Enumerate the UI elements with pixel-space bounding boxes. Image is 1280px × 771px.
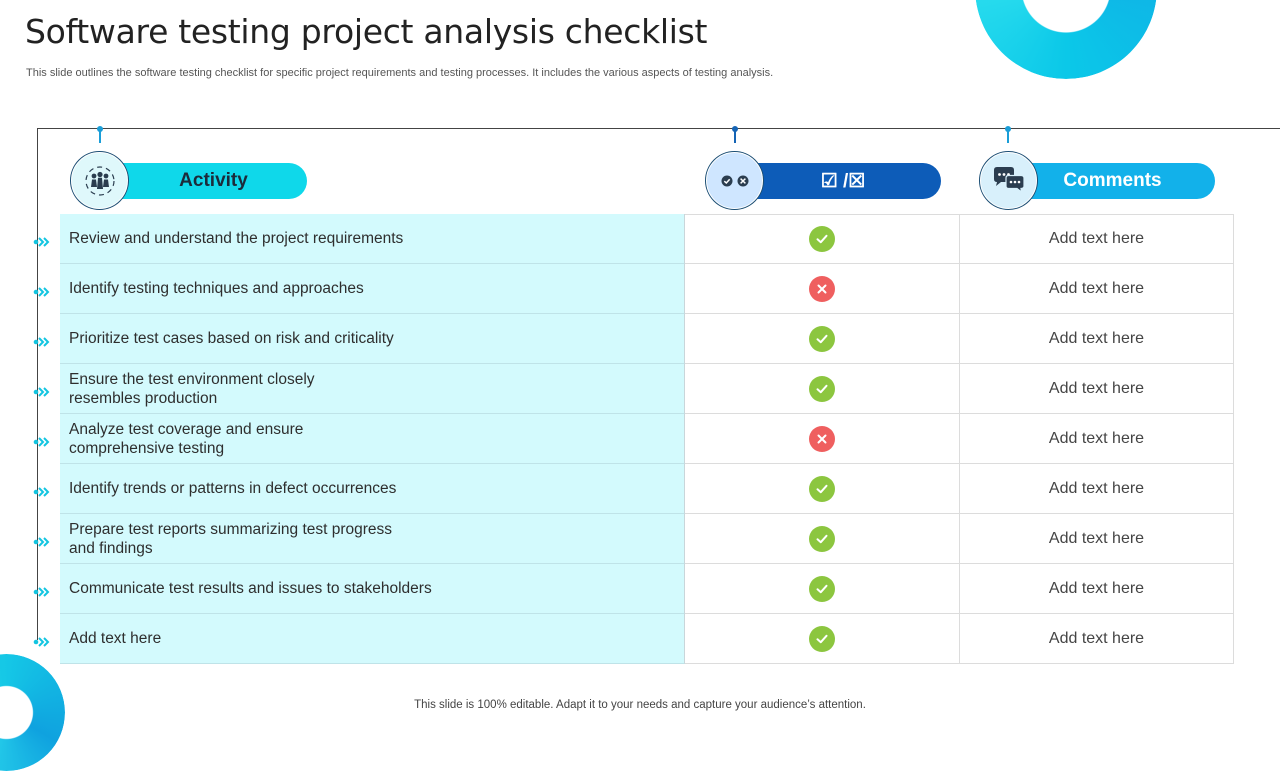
table-row: Review and understand the project requir…	[60, 214, 1234, 264]
status-cell	[685, 614, 960, 664]
status-cell	[685, 464, 960, 514]
status-pin	[732, 126, 738, 143]
row-bullet-arrow-icon	[33, 284, 51, 297]
comment-cell: Add text here	[960, 214, 1234, 264]
row-bullet-arrow-icon	[33, 234, 51, 247]
check-icon	[809, 575, 835, 602]
cross-icon	[809, 425, 835, 452]
check-icon	[809, 226, 835, 252]
status-cell	[685, 564, 960, 614]
table-row: Communicate test results and issues to s…	[60, 564, 1234, 614]
footer-note: This slide is 100% editable. Adapt it to…	[414, 699, 866, 711]
comments-header-label: Comments	[1063, 170, 1162, 191]
activity-pin	[97, 126, 103, 143]
activity-cell: Prioritize test cases based on risk and …	[60, 314, 685, 364]
cross-icon	[809, 275, 835, 302]
comment-cell: Add text here	[960, 314, 1234, 364]
row-bullet-arrow-icon	[33, 334, 51, 347]
row-bullet-arrow-icon	[33, 384, 51, 397]
chat-bubbles-icon	[980, 152, 1037, 209]
check-icon	[809, 325, 835, 352]
table-row: Ensure the test environment closely rese…	[60, 364, 1234, 414]
page-title: Software testing project analysis checkl…	[25, 12, 708, 51]
activity-cell: Add text here	[60, 614, 685, 664]
comment-cell: Add text here	[960, 514, 1234, 564]
activity-header-label: Activity	[179, 170, 248, 191]
activity-cell: Communicate test results and issues to s…	[60, 564, 685, 614]
check-cross-icon	[706, 152, 763, 209]
row-bullet-arrow-icon	[33, 534, 51, 547]
table-row: Identify testing techniques and approach…	[60, 264, 1234, 314]
table-row: Add text here Add text here	[60, 614, 1234, 664]
status-cell	[685, 414, 960, 464]
status-header: ☑ /☒	[735, 163, 941, 199]
status-cell	[685, 264, 960, 314]
table-row: Analyze test coverage and ensure compreh…	[60, 414, 1234, 464]
team-people-icon	[71, 152, 128, 209]
check-icon	[809, 375, 835, 402]
comment-cell: Add text here	[960, 614, 1234, 664]
activity-cell: Identify trends or patterns in defect oc…	[60, 464, 685, 514]
activity-cell: Identify testing techniques and approach…	[60, 264, 685, 314]
status-cell	[685, 364, 960, 414]
comments-pin	[1005, 126, 1011, 143]
decorative-ring-top	[975, 0, 1157, 79]
status-header-label: ☑ /☒	[820, 170, 866, 192]
status-cell	[685, 514, 960, 564]
comment-cell: Add text here	[960, 264, 1234, 314]
table-row: Identify trends or patterns in defect oc…	[60, 464, 1234, 514]
row-bullet-arrow-icon	[33, 484, 51, 497]
status-cell	[685, 314, 960, 364]
check-icon	[809, 525, 835, 552]
row-bullet-arrow-icon	[33, 584, 51, 597]
comments-header: Comments	[1010, 163, 1215, 199]
table-row: Prepare test reports summarizing test pr…	[60, 514, 1234, 564]
comment-cell: Add text here	[960, 414, 1234, 464]
activity-cell: Prepare test reports summarizing test pr…	[60, 514, 685, 564]
row-bullet-arrow-icon	[33, 634, 51, 647]
activity-cell: Review and understand the project requir…	[60, 214, 685, 264]
comment-cell: Add text here	[960, 364, 1234, 414]
comment-cell: Add text here	[960, 564, 1234, 614]
comment-cell: Add text here	[960, 464, 1234, 514]
activity-cell: Ensure the test environment closely rese…	[60, 364, 685, 414]
table-row: Prioritize test cases based on risk and …	[60, 314, 1234, 364]
page-subtitle: This slide outlines the software testing…	[26, 67, 774, 79]
status-cell	[685, 214, 960, 264]
activity-header: Activity	[100, 163, 307, 199]
activity-cell: Analyze test coverage and ensure compreh…	[60, 414, 685, 464]
frame-top-line	[37, 128, 1280, 129]
check-icon	[809, 625, 835, 652]
row-bullet-arrow-icon	[33, 434, 51, 447]
frame-left-line	[37, 128, 38, 640]
decorative-ring-bottom	[0, 654, 65, 771]
check-icon	[809, 475, 835, 502]
